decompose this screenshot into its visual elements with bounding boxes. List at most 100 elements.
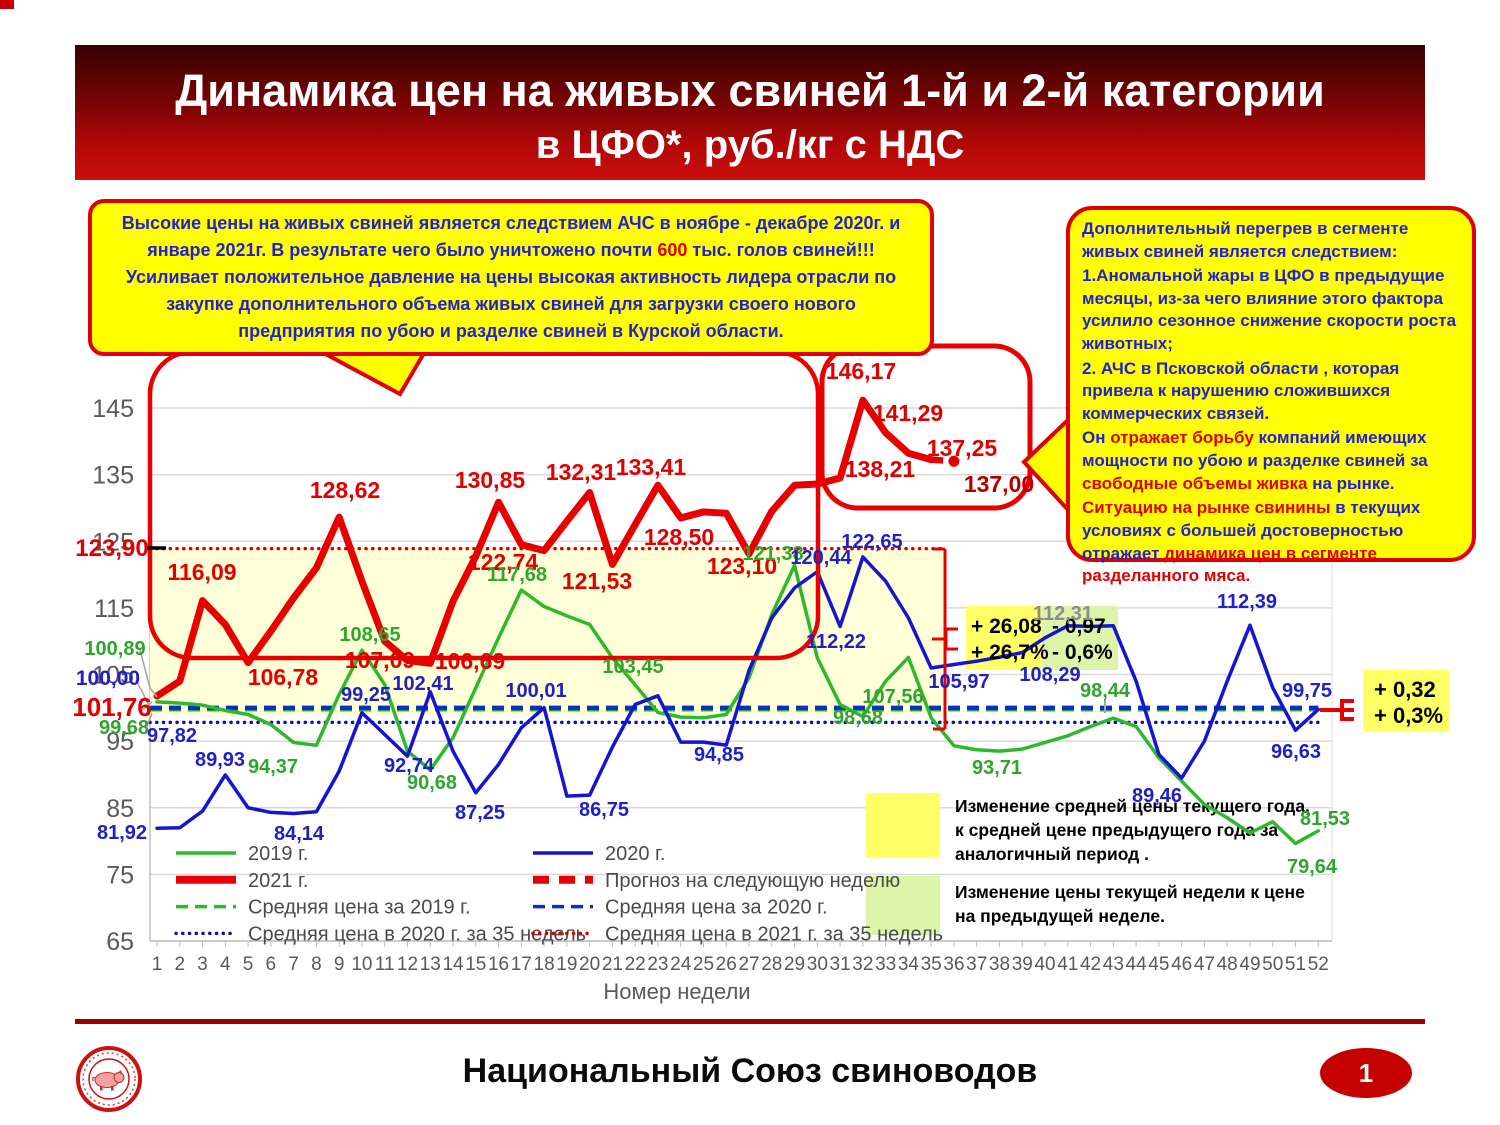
x-tick-label: 4 bbox=[220, 954, 231, 975]
series-line-2021 bbox=[153, 396, 935, 700]
right-callout-tail bbox=[1021, 413, 1072, 518]
week-change-box bbox=[1042, 606, 1118, 670]
data-label: 97,82 bbox=[147, 725, 197, 747]
legend-label: Средняя цена в 2020 г. за 35 недель bbox=[248, 923, 586, 945]
data-label: 122,74 bbox=[468, 549, 539, 575]
data-label: 98,68 bbox=[833, 707, 883, 729]
leader-line bbox=[135, 679, 151, 708]
avg-change-box bbox=[1363, 670, 1449, 732]
x-tick-label: 5 bbox=[243, 954, 254, 975]
series-line-2020 bbox=[155, 555, 1321, 831]
avg-change-box-text: + 0,3% bbox=[1374, 703, 1443, 728]
right-callout-text: Дополнительный перегрев в сегменте живых… bbox=[1082, 218, 1460, 588]
x-tick-label: 38 bbox=[989, 954, 1010, 975]
data-label: 112,39 bbox=[1217, 591, 1277, 613]
legend-label: 2020 г. bbox=[605, 843, 665, 865]
data-label: 79,64 bbox=[1287, 856, 1338, 878]
data-label: 138,21 bbox=[845, 456, 916, 482]
x-tick-label: 1 bbox=[152, 954, 163, 975]
corner-mark bbox=[0, 0, 14, 9]
y-tick-label: 135 bbox=[92, 462, 134, 490]
week-change-box-text: - 0,6% bbox=[1052, 641, 1113, 664]
legend-label: 2021 г. bbox=[248, 870, 308, 892]
callout-paragraph: 2. АЧС в Псковской области , которая при… bbox=[1082, 358, 1460, 426]
data-label: 117,68 bbox=[487, 564, 547, 586]
data-label: 120,44 bbox=[790, 547, 852, 569]
leader-line bbox=[139, 649, 158, 698]
data-label: 81,53 bbox=[1300, 808, 1350, 830]
note-week-text: Изменение цены текущей недели к цене bbox=[955, 882, 1305, 902]
x-tick-label: 24 bbox=[670, 954, 692, 975]
x-tick-label: 10 bbox=[351, 954, 372, 975]
data-label: 93,71 bbox=[972, 757, 1022, 779]
data-label: 107,09 bbox=[345, 647, 415, 673]
data-label: 102,41 bbox=[392, 673, 453, 695]
x-tick-label: 9 bbox=[334, 954, 345, 975]
data-label: 87,25 bbox=[455, 802, 505, 824]
data-label: 108,29 bbox=[1019, 664, 1080, 686]
y-tick-label: 95 bbox=[106, 728, 134, 756]
data-label: 99,25 bbox=[341, 684, 391, 706]
data-label: 99,75 bbox=[1282, 680, 1332, 702]
x-tick-label: 2 bbox=[174, 954, 185, 975]
x-tick-label: 18 bbox=[534, 954, 555, 975]
x-tick-label: 12 bbox=[397, 954, 418, 975]
avg-forecast-marker-bracket bbox=[1340, 699, 1354, 721]
x-tick-label: 41 bbox=[1057, 954, 1078, 975]
left-callout: Высокие цены на живых свиней является сл… bbox=[88, 199, 934, 356]
x-tick-label: 39 bbox=[1012, 954, 1033, 975]
x-tick-label: 11 bbox=[375, 954, 395, 975]
data-label: 112,22 bbox=[806, 631, 866, 653]
text-segment: 600 bbox=[657, 240, 688, 260]
note-week-text: на предыдущей неделе. bbox=[955, 906, 1165, 926]
x-tick-label: 51 bbox=[1285, 954, 1306, 975]
legend-label: Прогноз на следующую неделю bbox=[605, 870, 900, 892]
x-tick-label: 50 bbox=[1262, 954, 1283, 975]
footer-divider bbox=[75, 1019, 1425, 1024]
slide-header: Динамика цен на живых свиней 1-й и 2-й к… bbox=[75, 45, 1425, 180]
note-year-text: аналогичный период . bbox=[955, 844, 1149, 864]
x-tick-label: 19 bbox=[556, 954, 577, 975]
data-label: 92,74 bbox=[384, 755, 435, 777]
forecast-dot bbox=[948, 455, 960, 467]
x-tick-label: 30 bbox=[807, 954, 828, 975]
data-label: 106,69 bbox=[435, 648, 505, 674]
x-tick-label: 46 bbox=[1171, 954, 1192, 975]
x-tick-label: 8 bbox=[311, 954, 322, 975]
data-label: 90,68 bbox=[407, 772, 457, 794]
text-segment: 1.Аномальной жары в ЦФО в предыдущие мес… bbox=[1082, 266, 1457, 354]
x-tick-label: 25 bbox=[693, 954, 714, 975]
data-label: 98,44 bbox=[1080, 680, 1131, 702]
text-segment: Дополнительный перегрев в сегменте живых… bbox=[1082, 219, 1409, 261]
data-label: 112,31 bbox=[1033, 603, 1093, 625]
x-tick-label: 7 bbox=[288, 954, 299, 975]
data-label: 130,85 bbox=[455, 467, 526, 493]
data-label: 105,97 bbox=[928, 671, 989, 693]
x-tick-label: 28 bbox=[761, 954, 782, 975]
data-label: 100,01 bbox=[505, 680, 566, 702]
data-label: 133,41 bbox=[616, 454, 687, 480]
x-tick-label: 32 bbox=[852, 954, 873, 975]
data-label: 123,90 bbox=[75, 535, 148, 562]
x-tick-label: 33 bbox=[875, 954, 896, 975]
note-year-text: к средней цене предыдущего года за bbox=[955, 820, 1278, 840]
legend-label: Средняя цена за 2020 г. bbox=[605, 897, 828, 919]
text-segment: свободные объемы живка bbox=[1082, 473, 1308, 493]
data-label: 94,37 bbox=[248, 756, 298, 778]
right-callout: Дополнительный перегрев в сегменте живых… bbox=[1066, 206, 1476, 585]
x-tick-label: 44 bbox=[1126, 954, 1148, 975]
week-change-box-text: - 0,97 bbox=[1052, 615, 1106, 638]
x-tick-label: 13 bbox=[420, 954, 441, 975]
text-segment: на рынке. bbox=[1307, 473, 1395, 493]
data-label: 89,93 bbox=[195, 749, 245, 771]
footer-org-name: Национальный Союз свиноводов bbox=[462, 1052, 1038, 1090]
x-tick-label: 35 bbox=[921, 954, 942, 975]
page-number-badge: 1 bbox=[1320, 1048, 1412, 1098]
x-tick-label: 43 bbox=[1103, 954, 1124, 975]
text-segment: тыс. голов свиней!!! Усиливает положител… bbox=[125, 240, 897, 341]
data-label: 132,31 bbox=[546, 459, 617, 485]
data-label: 128,62 bbox=[310, 477, 380, 503]
x-tick-label: 42 bbox=[1080, 954, 1101, 975]
x-tick-label: 20 bbox=[579, 954, 600, 975]
